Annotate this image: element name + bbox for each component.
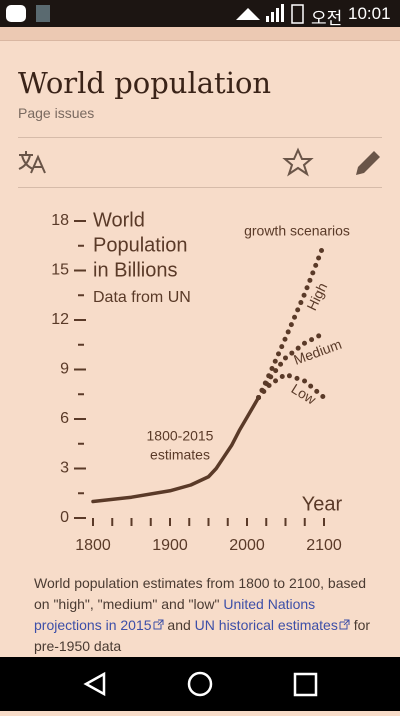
x-tick-label: 1900 (152, 537, 188, 554)
figure-caption: World population estimates from 1800 to … (34, 573, 374, 657)
y-tick-label: 9 (60, 361, 69, 378)
article-title: World population (18, 66, 272, 100)
status-time: 10:01 (348, 4, 391, 23)
population-chart: 0 3 6 9 12 15 18 1800 1900 2000 2100 World Populatio… (51, 209, 350, 554)
y-tick-label: 3 (60, 460, 69, 477)
page-issues[interactable]: Page issues (18, 105, 95, 121)
status-ampm: 오전 (311, 9, 343, 28)
chart-subtitle: Data from UN (93, 289, 191, 306)
status-bar: 오전 10:01 (0, 0, 400, 28)
series-line (256, 330, 327, 401)
divider (18, 187, 382, 188)
series-label: 1800-2015 (147, 428, 214, 444)
series-label: Low (289, 380, 320, 408)
recents-button[interactable] (293, 672, 318, 697)
divider (18, 137, 382, 138)
nav-icons (83, 671, 318, 697)
home-button[interactable] (187, 671, 213, 697)
series-label: High (303, 280, 330, 313)
toolbar-edge (0, 27, 400, 41)
caption-text: for pre-1950 data (34, 617, 371, 654)
external-icon (153, 619, 164, 630)
edit-icon[interactable] (356, 151, 380, 175)
chart-title: Population (93, 234, 188, 256)
y-tick-label: 12 (51, 311, 69, 328)
caption-link[interactable]: UN historical estimates (194, 617, 338, 633)
series-label: Medium (291, 336, 343, 368)
x-tick-label: 2000 (229, 537, 265, 554)
chart-title: in Billions (93, 259, 177, 281)
series-label: estimates (150, 447, 210, 463)
caption-text: World population estimates from 1800 to … (34, 575, 367, 612)
caption-link[interactable]: United Nations projections in 2015 (34, 596, 316, 633)
translate-icon[interactable] (18, 151, 46, 174)
y-tick-label: 6 (60, 410, 69, 427)
x-axis-label: Year (302, 493, 343, 515)
series-line (256, 241, 327, 401)
chart-title: World (93, 209, 145, 231)
nav-bar (0, 657, 400, 711)
star-icon[interactable] (282, 147, 314, 177)
caption-text: and (167, 617, 191, 633)
series-line (256, 371, 327, 401)
back-button[interactable] (83, 671, 106, 697)
external-icon (339, 619, 350, 630)
x-tick-label: 2100 (306, 537, 342, 554)
y-tick-label: 0 (60, 509, 69, 526)
annotation: growth scenarios (244, 223, 350, 239)
action-icons (18, 147, 380, 177)
status-icons (6, 4, 304, 24)
y-tick-label: 18 (51, 212, 69, 229)
x-tick-label: 1800 (75, 537, 111, 554)
y-tick-label: 15 (51, 262, 69, 279)
series-line (91, 395, 261, 504)
